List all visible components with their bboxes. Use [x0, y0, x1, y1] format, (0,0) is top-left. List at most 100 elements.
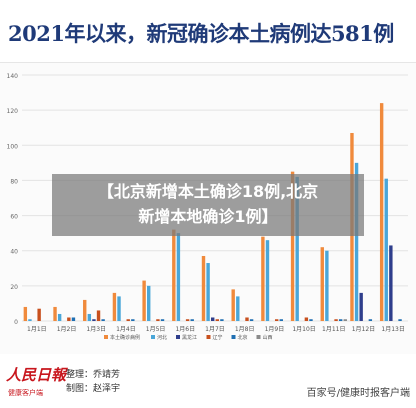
legend-swatch [256, 335, 261, 339]
x-tick-label: 1月6日 [175, 326, 195, 333]
bar [83, 299, 87, 321]
bar [201, 255, 206, 321]
bar [190, 319, 194, 321]
legend-swatch [206, 335, 211, 339]
bar [160, 319, 165, 321]
bar-chart: 0 20 40 60 80 100 120 140 1月1日 1月2日 1月3日 1月4日 1月5日 1月… [7, 73, 408, 341]
bar [338, 319, 343, 321]
bar [147, 285, 151, 321]
x-tick-label: 1月12日 [352, 326, 375, 333]
credit-editor: 整理：乔靖芳 [66, 370, 121, 380]
bar [389, 245, 393, 321]
logo-subtext: 健康客户端 [8, 389, 43, 397]
bar [96, 310, 101, 321]
bar [23, 306, 28, 321]
bar [215, 319, 219, 321]
y-tick-label: 80 [10, 178, 18, 185]
bar [368, 319, 373, 321]
legend-label: 本土确诊病例 [110, 334, 140, 341]
bar [384, 178, 388, 321]
x-tick-label: 1月13日 [381, 326, 404, 333]
bar [354, 162, 359, 321]
y-tick-label: 140 [7, 73, 19, 80]
y-tick-label: 100 [7, 143, 19, 150]
bar [320, 247, 324, 321]
bar [295, 176, 299, 321]
bar [117, 296, 121, 321]
bar [126, 319, 130, 321]
bar [156, 319, 160, 321]
people-daily-logo: 人民日報 健康客户端 [6, 364, 66, 404]
overlay-text: 【北京新增本土确诊18例,北京 新增本地确诊1例】 [52, 179, 364, 229]
bar [101, 319, 105, 321]
x-tick-label: 1月4日 [116, 326, 136, 333]
legend-label: 黑龙江 [182, 334, 197, 341]
bar [71, 317, 76, 321]
headline-banner: 2021年以来，新冠确诊本土病例达581例 [0, 0, 416, 62]
legend-label: 山西 [263, 334, 273, 341]
legend-label: 河北 [157, 334, 167, 341]
bar [265, 240, 270, 321]
legend-swatch [151, 335, 155, 339]
credit-designer: 制图：赵泽宇 [66, 384, 121, 394]
bar [67, 317, 71, 321]
overlay-line-1: 【北京新增本土确诊18例,北京 [97, 182, 319, 201]
legend-swatch [104, 335, 108, 339]
x-tick-label: 1月3日 [86, 326, 106, 333]
bar [274, 319, 279, 321]
bar [231, 289, 235, 321]
y-tick-label: 120 [7, 108, 19, 115]
x-tick-label: 1月11日 [322, 326, 345, 333]
bar [142, 280, 146, 321]
legend-swatch [176, 335, 180, 339]
news-overlay: 【北京新增本土确诊18例,北京 新增本地确诊1例】 [52, 174, 364, 236]
x-tick-label: 1月7日 [205, 326, 225, 333]
x-tick-label: 1月9日 [265, 326, 285, 333]
y-tick-label: 60 [10, 214, 18, 221]
x-tick-label: 1月10日 [292, 326, 315, 333]
legend-label: 北京 [238, 334, 248, 341]
x-tick-label: 1月2日 [57, 326, 77, 333]
footer: 人民日報 健康客户端 整理：乔靖芳 制图：赵泽宇 百家号/健康时报客户端 [0, 354, 416, 408]
bar [249, 319, 254, 321]
bar [53, 306, 57, 321]
bar [245, 317, 249, 321]
bar [131, 319, 135, 321]
y-tick-label: 0 [14, 319, 18, 326]
bar [398, 319, 402, 321]
bar [359, 292, 363, 321]
logo-text: 人民日報 [6, 366, 67, 384]
bar [28, 319, 32, 321]
bar [343, 319, 347, 321]
bar [87, 313, 92, 321]
bar [185, 319, 190, 321]
bar [220, 319, 224, 321]
headline-title: 2021年以来，新冠确诊本土病例达581例 [8, 21, 394, 46]
bar [304, 317, 309, 321]
bar [112, 292, 117, 321]
bar [37, 308, 41, 321]
bar [172, 229, 176, 321]
bar [236, 296, 240, 321]
bar [309, 319, 313, 321]
legend-swatch [231, 335, 236, 339]
bar [379, 103, 384, 321]
bar [92, 319, 96, 321]
y-tick-label: 40 [10, 249, 18, 256]
overlay-line-2: 新增本地确诊1例】 [138, 207, 278, 226]
y-tick-label: 20 [10, 284, 18, 291]
credits: 整理：乔靖芳 制图：赵泽宇 [66, 368, 120, 396]
bar [211, 317, 215, 321]
bar [176, 233, 181, 321]
bar [334, 319, 338, 321]
x-tick-label: 1月5日 [146, 326, 166, 333]
bar [57, 313, 62, 321]
x-tick-label: 1月1日 [27, 326, 47, 333]
bar [206, 263, 210, 321]
source-attribution: 百家号/健康时报客户端 [306, 388, 410, 399]
bar [279, 319, 283, 321]
bar [325, 250, 329, 321]
legend-label: 辽宁 [213, 334, 223, 341]
x-tick-label: 1月8日 [235, 326, 255, 333]
bar [290, 171, 295, 321]
